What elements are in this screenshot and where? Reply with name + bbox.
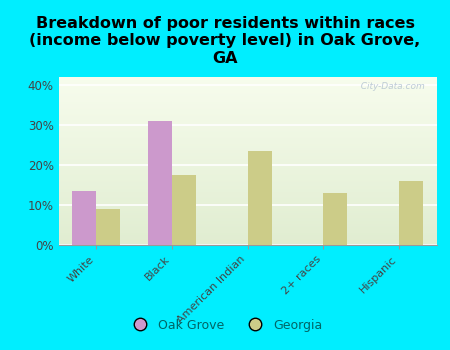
Bar [72,191,96,245]
Bar [96,209,121,245]
Bar [323,193,347,245]
Legend: Oak Grove, Georgia: Oak Grove, Georgia [123,314,327,337]
Text: Breakdown of poor residents within races
(income below poverty level) in Oak Gro: Breakdown of poor residents within races… [29,16,421,65]
Bar [248,151,272,245]
Bar [399,181,423,245]
Text: City-Data.com: City-Data.com [356,82,425,91]
Bar [148,121,172,245]
Bar [172,175,196,245]
